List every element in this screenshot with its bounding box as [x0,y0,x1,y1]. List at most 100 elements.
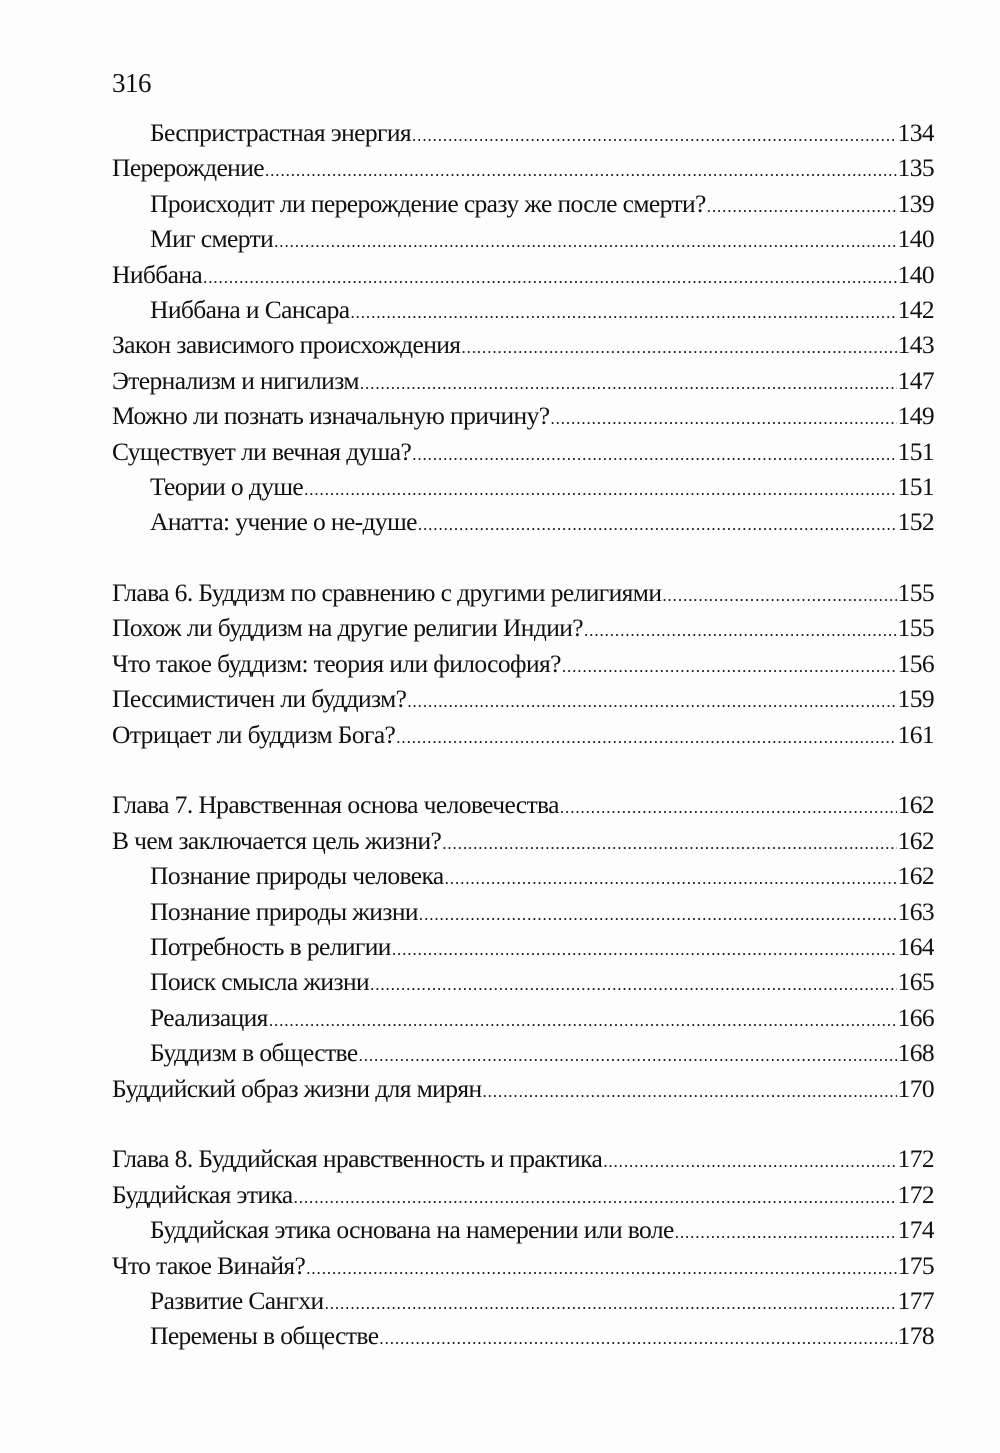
toc-entry: Глава 8. Буддийская нравственность и пра… [112,1141,934,1176]
toc-entry-title: Буддийская этика [112,1179,293,1209]
dot-leader [550,401,896,433]
toc-entry-page: 162 [897,790,934,820]
toc-entry-page: 165 [897,967,934,997]
toc-entry: Существует ли вечная душа? 151 [112,434,934,469]
toc-entry-page: 151 [897,471,934,501]
toc-entry-title: Глава 7. Нравственная основа человечеств… [112,790,559,820]
dot-leader [274,224,896,256]
toc-entry: Глава 7. Нравственная основа человечеств… [112,787,934,822]
dot-leader [325,1286,897,1318]
toc-entry: Буддизм в обществе 168 [112,1035,934,1070]
toc-entry-title: Потребность в религии [150,931,391,961]
toc-entry-page: 155 [897,578,934,608]
toc-entry-page: 140 [897,224,934,254]
toc-entry-title: Существует ли вечная душа? [112,436,412,466]
dot-leader [562,649,897,681]
page-number: 316 [112,68,152,98]
toc-entry-page: 175 [897,1250,934,1280]
toc-entry-title: Отрицает ли буддизм Бога? [112,719,396,749]
toc-entry: Перерождение 135 [112,150,934,185]
toc-entry-title: Миг смерти [150,224,274,254]
toc-entry-title: Познание природы человека [150,861,444,891]
toc-entry-page: 162 [897,861,934,891]
toc-entry: Реализация 166 [112,1000,934,1035]
toc-entry: Происходит ли перерождение сразу же посл… [112,186,934,221]
toc-entry: Что такое Винайя? 175 [112,1248,934,1283]
toc-entry: Закон зависимого происхождения 143 [112,327,934,362]
toc-entry: Познание природы человека 162 [112,858,934,893]
dot-leader [442,826,896,858]
toc-entry-page: 135 [897,153,934,183]
table-of-contents: Беспристрастная энергия 134 Перерождение 13… [112,115,934,1389]
dot-leader [360,366,897,398]
toc-entry-page: 168 [897,1038,934,1068]
toc-entry: Глава 6. Буддизм по сравнению с другими … [112,575,934,610]
toc-entry-title: В чем заключается цель жизни? [112,825,442,855]
dot-leader [350,295,896,327]
toc-entry: Отрицает ли буддизм Бога? 161 [112,717,934,752]
toc-entry: Потребность в религии 164 [112,929,934,964]
toc-entry-page: 140 [897,259,934,289]
dot-leader [396,720,896,752]
toc-entry-title: Буддийская этика основана на намерении и… [150,1215,674,1245]
dot-leader [294,1180,897,1212]
dot-leader [412,118,897,150]
toc-section: Глава 8. Буддийская нравственность и пра… [112,1141,934,1353]
toc-entry-page: 149 [897,401,934,431]
toc-entry-title: Беспристрастная энергия [150,118,412,147]
dot-leader [379,1321,896,1353]
toc-entry: Буддийская этика основана на намерении и… [112,1212,934,1247]
toc-entry: Ниббана 140 [112,257,934,292]
toc-entry-title: Буддизм в обществе [150,1038,358,1068]
toc-entry-page: 172 [897,1179,934,1209]
toc-entry-title: Реализация [150,1002,268,1032]
toc-entry-title: Глава 6. Буддизм по сравнению с другими … [112,578,662,608]
dot-leader [269,1003,897,1035]
toc-entry-page: 162 [897,825,934,855]
toc-entry-page: 142 [897,294,934,324]
toc-entry-page: 151 [897,436,934,466]
dot-leader [560,790,897,822]
toc-entry: Беспристрастная энергия 134 [112,115,934,150]
toc-entry-title: Познание природы жизни [150,896,419,926]
toc-entry-title: Глава 8. Буддийская нравственность и пра… [112,1144,603,1174]
dot-leader [304,472,896,504]
toc-entry: Перемены в обществе 178 [112,1318,934,1353]
dot-leader [675,1215,897,1247]
dot-leader [603,1144,896,1176]
toc-entry: Похож ли буддизм на другие религии Индии… [112,610,934,645]
toc-entry: Поиск смысла жизни 165 [112,964,934,999]
toc-entry-title: Поиск смысла жизни [150,967,370,997]
toc-entry: Миг смерти 140 [112,221,934,256]
dot-leader [461,330,896,362]
toc-entry-page: 172 [897,1144,934,1174]
dot-leader [662,578,896,610]
dot-leader [306,1251,896,1283]
toc-entry: Пессимистичен ли буддизм? 159 [112,681,934,716]
dot-leader [483,1074,897,1106]
dot-leader [419,897,897,929]
toc-entry-title: Перерождение [112,153,265,183]
toc-entry: Развитие Сангхи 177 [112,1283,934,1318]
toc-entry-page: 139 [897,188,934,218]
dot-leader [707,189,897,221]
toc-entry-title: Ниббана и Сансара [150,294,350,324]
toc-entry-title: Ниббана [112,259,203,289]
toc-entry-title: Происходит ли перерождение сразу же посл… [150,188,706,218]
toc-entry: Познание природы жизни 163 [112,894,934,929]
dot-leader [418,507,897,539]
toc-entry-title: Перемены в обществе [150,1321,379,1351]
toc-entry-page: 161 [897,719,934,749]
toc-entry-page: 163 [897,896,934,926]
toc-entry-title: Буддийский образ жизни для мирян [112,1073,482,1103]
toc-entry: Теории о душе 151 [112,469,934,504]
toc-entry-title: Что такое буддизм: теория или философия? [112,648,561,678]
toc-entry-title: Теории о душе [150,471,304,501]
toc-entry: Можно ли познать изначальную причину? 149 [112,398,934,433]
toc-entry-page: 156 [897,648,934,678]
toc-entry: Анатта: учение о не-душе 152 [112,504,934,539]
toc-entry-title: Похож ли буддизм на другие религии Индии… [112,613,584,643]
toc-entry-page: 152 [897,507,934,537]
dot-leader [359,1038,897,1070]
toc-entry: Буддийская этика 172 [112,1177,934,1212]
